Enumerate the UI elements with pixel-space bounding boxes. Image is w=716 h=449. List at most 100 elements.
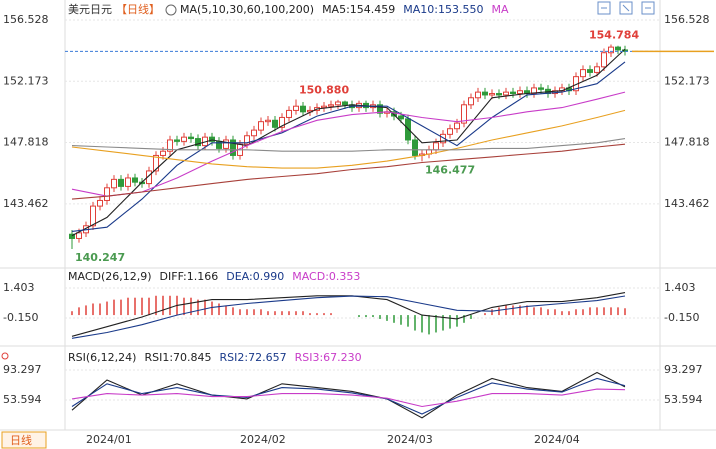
candle-body xyxy=(125,177,131,187)
indicator-line xyxy=(71,48,626,237)
candle-body xyxy=(195,138,201,147)
macd-bar xyxy=(148,297,150,316)
candle-body xyxy=(223,139,229,149)
macd-bar xyxy=(456,315,458,327)
macd-bar xyxy=(239,309,241,316)
y-tick-label: 156.528 xyxy=(3,13,49,26)
macd-bar xyxy=(78,307,80,316)
macd-bar xyxy=(463,315,465,323)
candle-body xyxy=(90,205,96,227)
y-tick-label: -0.150 xyxy=(664,311,699,324)
macd-bar xyxy=(414,315,416,331)
macd-bar xyxy=(624,308,626,316)
candle-body xyxy=(503,91,509,96)
macd-bar xyxy=(442,315,444,331)
y-tick-label: 147.818 xyxy=(664,136,710,149)
macd-bar xyxy=(505,305,507,316)
y-tick-label: 53.594 xyxy=(3,393,42,406)
y-tick-label: 143.462 xyxy=(3,197,49,210)
macd-bar xyxy=(603,307,605,316)
extreme-label: 150.880 xyxy=(299,83,349,96)
macd-bar xyxy=(183,297,185,316)
legend-item: MACD:0.353 xyxy=(292,270,360,283)
legend-item: MA xyxy=(492,3,509,16)
candle-body xyxy=(517,90,523,95)
candle-body xyxy=(265,119,271,123)
macd-bar xyxy=(610,307,612,316)
macd-bar xyxy=(85,305,87,316)
macd-bar xyxy=(575,309,577,316)
macd-bar xyxy=(533,307,535,316)
macd-bar xyxy=(400,315,402,325)
extreme-label: 140.247 xyxy=(75,251,125,264)
macd-bar xyxy=(253,309,255,316)
macd-bar xyxy=(547,309,549,316)
x-tick-label: 2024/04 xyxy=(534,433,580,446)
candle-body xyxy=(489,93,495,96)
macd-bar xyxy=(288,311,290,316)
macd-bar xyxy=(512,305,514,316)
macd-bar xyxy=(379,315,381,319)
macd-bar xyxy=(281,311,283,316)
tool-icon xyxy=(622,4,630,12)
candle-body xyxy=(153,154,159,172)
extreme-label: 154.784 xyxy=(589,29,639,42)
legend-item: DIFF:1.166 xyxy=(160,270,219,283)
candle-body xyxy=(482,91,488,96)
macd-bar xyxy=(498,307,500,316)
extreme-label: 146.477 xyxy=(425,163,475,176)
candle-body xyxy=(244,135,250,145)
candle-body xyxy=(258,121,264,131)
candle-body xyxy=(111,178,117,189)
candle-body xyxy=(230,139,236,156)
macd-bar xyxy=(393,315,395,323)
macd-bar xyxy=(134,297,136,316)
candle-body xyxy=(580,69,586,78)
candle-body xyxy=(209,136,215,142)
candle-body xyxy=(118,178,124,187)
candle-body xyxy=(594,66,600,73)
candle-body xyxy=(538,87,544,90)
candle-body xyxy=(510,91,516,95)
candle-body xyxy=(300,105,306,113)
macd-bar xyxy=(540,307,542,316)
macd-bar xyxy=(225,305,227,316)
period-button[interactable] xyxy=(1,431,47,449)
macd-bar xyxy=(302,311,304,316)
macd-bar xyxy=(407,315,409,327)
legend-item: MACD(26,12,9) xyxy=(68,270,152,283)
candle-body xyxy=(160,150,166,156)
macd-bar xyxy=(589,307,591,316)
macd-bar xyxy=(330,313,332,316)
period-label: 【日线】 xyxy=(116,2,160,16)
macd-bar xyxy=(218,303,220,316)
macd-bar xyxy=(421,315,423,333)
macd-bar xyxy=(232,307,234,316)
y-tick-label: 1.403 xyxy=(3,281,35,294)
macd-bar xyxy=(71,311,73,316)
macd-bar xyxy=(428,315,430,335)
macd-bar xyxy=(526,305,528,316)
tool-button[interactable] xyxy=(597,1,611,15)
tool-button[interactable] xyxy=(619,1,633,15)
y-tick-label: 143.462 xyxy=(664,197,710,210)
macd-bar xyxy=(365,315,367,318)
crosshair-icon[interactable] xyxy=(1,352,9,360)
period-button-label: 日线 xyxy=(10,433,32,447)
candle-body xyxy=(293,105,299,111)
macd-bar xyxy=(267,311,269,316)
x-tick-label: 2024/01 xyxy=(86,433,132,446)
tool-button[interactable] xyxy=(641,1,655,15)
macd-bar xyxy=(309,313,311,316)
candle-body xyxy=(167,139,173,152)
indicator-line xyxy=(71,295,626,339)
macd-bar xyxy=(561,311,563,316)
macd-bar xyxy=(295,311,297,316)
macd-bar xyxy=(435,315,437,333)
candle-body xyxy=(587,69,593,73)
macd-bar xyxy=(211,301,213,316)
candle-body xyxy=(69,233,75,239)
y-tick-label: 147.818 xyxy=(3,136,49,149)
